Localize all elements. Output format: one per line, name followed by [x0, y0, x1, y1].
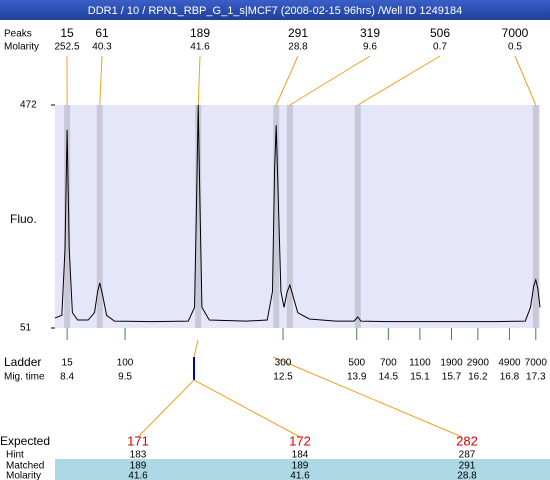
peak-band: [273, 105, 280, 328]
peak-band: [64, 105, 71, 328]
ladder-size: 700: [380, 358, 397, 369]
expected-label: Expected: [0, 434, 50, 448]
ladder-size: 7000: [525, 358, 548, 369]
peak-molarity: 40.3: [92, 42, 112, 53]
ladder-time: 16.2: [468, 372, 488, 383]
connector: [193, 379, 301, 438]
peak-connector: [275, 55, 299, 106]
matched-value: 189: [292, 461, 309, 472]
expected-value: 172: [289, 433, 311, 448]
hint-label: Hint: [6, 450, 24, 461]
peak-size: 291: [288, 26, 308, 40]
y-tick-label: 51: [20, 323, 32, 334]
plot-area: [55, 105, 540, 328]
connector: [137, 379, 195, 438]
peak-connector: [514, 55, 537, 106]
ladder-size: 1100: [409, 358, 431, 369]
peak-band: [354, 105, 361, 328]
ladder-size: 300: [275, 358, 292, 369]
peak-molarity: 252.5: [54, 42, 79, 53]
ladder-time: 15.1: [410, 372, 430, 383]
peak-size: 189: [190, 26, 210, 40]
peak-size: 61: [95, 26, 109, 40]
hint-value: 287: [459, 450, 476, 461]
ladder-time: 15.7: [442, 372, 462, 383]
peak-size: 15: [60, 26, 74, 40]
molarity-value: 41.6: [290, 471, 310, 480]
molarity-value: 28.8: [457, 471, 477, 480]
ladder-time: 8.4: [60, 372, 74, 383]
ladder-time: 12.5: [273, 372, 293, 383]
ladder-time: 17.3: [526, 372, 546, 383]
peak-size: 7000: [502, 26, 529, 40]
y-tick-label: 472: [20, 100, 37, 111]
molarity-label: Molarity: [4, 42, 39, 53]
ladder-size: 1900: [440, 358, 463, 369]
peak-molarity: 9.6: [363, 42, 377, 53]
peak-size: 319: [360, 26, 380, 40]
matched-band: [55, 459, 550, 480]
mig-time-label: Mig. time: [4, 372, 45, 383]
ladder-time: 13.9: [347, 372, 367, 383]
trace: [54, 104, 541, 323]
peak-size: 506: [430, 26, 450, 40]
hint-value: 184: [292, 450, 309, 461]
molarity-value: 41.6: [128, 471, 148, 480]
expected-value: 171: [127, 433, 149, 448]
ladder-size: 500: [348, 358, 365, 369]
ladder-time: 9.5: [118, 372, 132, 383]
peak-molarity: 41.6: [190, 42, 210, 53]
peak-band: [195, 105, 202, 328]
peak-connector: [197, 55, 201, 106]
ladder-size: 100: [117, 358, 134, 369]
matched-label: Matched: [6, 461, 44, 472]
matched-value: 291: [459, 461, 476, 472]
connector: [193, 339, 199, 358]
peak-connector: [289, 55, 371, 106]
peak-band: [532, 105, 539, 328]
ladder-time: 16.8: [500, 372, 520, 383]
title: DDR1 / 10 / RPN1_RBP_G_1_s|MCF7 (2008-02…: [88, 5, 462, 17]
peak-connector: [99, 55, 103, 106]
peak-connector: [357, 55, 441, 106]
ladder-size: 2900: [467, 358, 490, 369]
ladder-size: 4900: [498, 358, 521, 369]
ladder-size: 15: [62, 358, 74, 369]
ladder-label: Ladder: [4, 355, 41, 369]
peak-molarity: 28.8: [288, 42, 308, 53]
matched-value: 189: [130, 461, 147, 472]
peaks-label: Peaks: [4, 29, 32, 40]
molarity-label: Molarity: [6, 471, 41, 480]
peak-molarity: 0.7: [433, 42, 447, 53]
peak-band: [286, 105, 293, 328]
connector: [272, 356, 463, 438]
hint-value: 183: [130, 450, 147, 461]
peak-molarity: 0.5: [508, 42, 522, 53]
title-bar: [0, 0, 550, 20]
peak-band: [96, 105, 103, 328]
y-label: Fluo.: [10, 212, 37, 226]
expected-value: 282: [456, 433, 478, 448]
ladder-time: 14.5: [379, 372, 399, 383]
